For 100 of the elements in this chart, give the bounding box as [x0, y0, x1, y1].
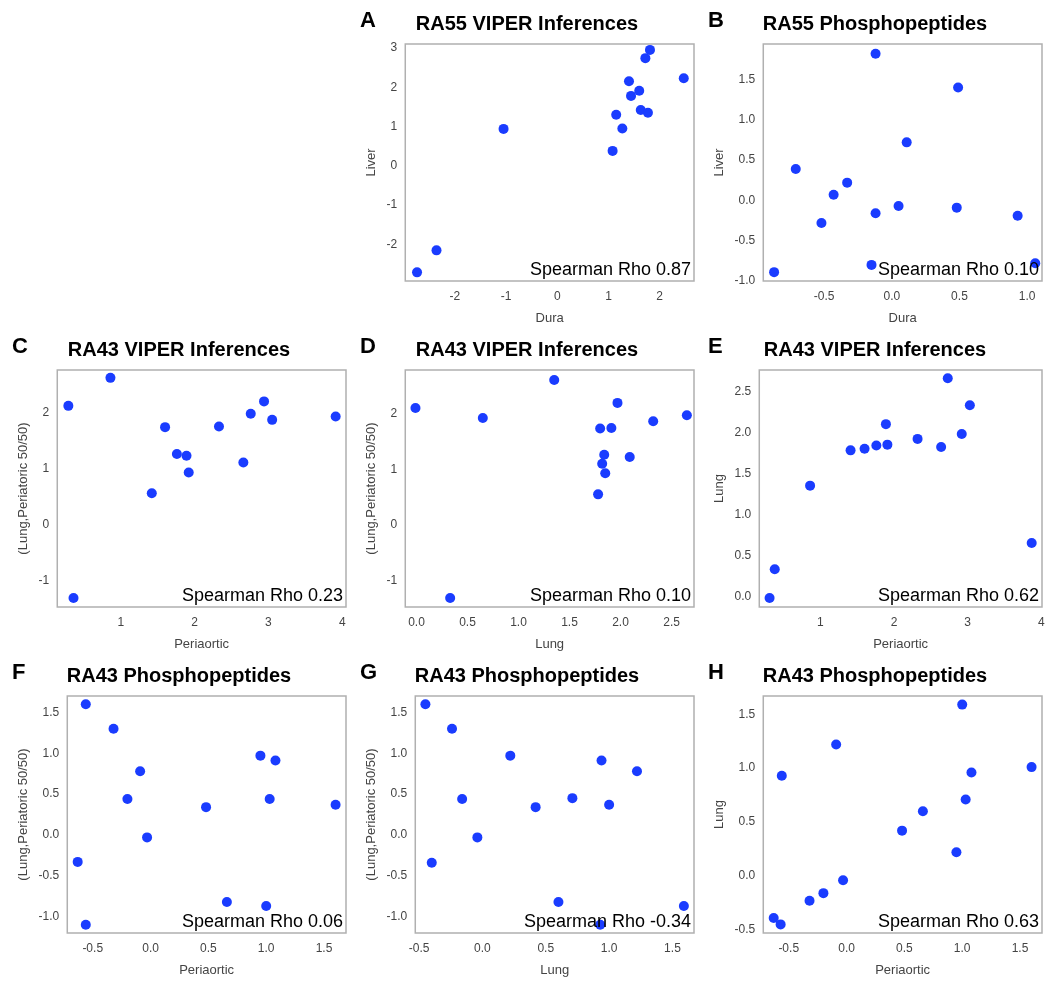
y-tick-label: 1.5 [738, 706, 756, 721]
annotation: Spearman Rho 0.10 [529, 584, 691, 605]
text: D [360, 333, 376, 359]
point [936, 442, 947, 453]
point [264, 793, 275, 804]
y-tick-label: 0.0 [42, 827, 60, 842]
y-tick-label: 1 [42, 460, 50, 475]
y-axis-title: Lung [711, 800, 727, 829]
point [183, 467, 194, 478]
chart-title: RA43 VIPER Inferences [67, 337, 291, 360]
x-axis-title: Periaortic [873, 635, 929, 651]
point [681, 410, 692, 421]
point [678, 901, 689, 912]
x-tick-label: 1.5 [1011, 940, 1029, 955]
point [567, 793, 578, 804]
point [617, 123, 628, 134]
x-tick-label: 1.0 [257, 940, 275, 955]
y-axis-title: (Lung,Periatoric 50/50) [15, 422, 31, 555]
y-tick-label: 1.0 [738, 760, 756, 775]
x-tick-label: 0.0 [883, 288, 901, 303]
point [870, 208, 881, 219]
y-tick-label: 1.0 [42, 745, 60, 760]
point [769, 564, 780, 575]
y-tick-label: 0.0 [734, 588, 752, 603]
x-tick-label: 0.5 [537, 940, 555, 955]
y-axis-title: Liver [711, 147, 727, 177]
point [631, 766, 642, 777]
point [530, 802, 541, 813]
x-tick-label: -2 [449, 288, 461, 303]
x-tick-label: 2 [191, 614, 199, 629]
point [593, 489, 604, 500]
x-tick-label: 1.0 [510, 614, 528, 629]
y-tick-label: 1 [390, 118, 398, 133]
x-tick-label: -0.5 [778, 940, 800, 955]
point [859, 443, 870, 454]
point [330, 411, 341, 422]
annotation: Spearman Rho 0.87 [529, 258, 691, 279]
point [612, 397, 623, 408]
x-tick-label: -0.5 [813, 288, 835, 303]
chart-title: RA55 Phosphopeptides [762, 11, 988, 34]
point [640, 53, 651, 64]
point [917, 806, 928, 817]
x-axis-title: Periaortic [179, 961, 235, 977]
y-tick-label: 0 [390, 158, 398, 173]
point [611, 109, 622, 120]
point [245, 408, 256, 419]
y-tick-label: 2.0 [734, 424, 752, 439]
x-tick-label: 0.0 [142, 940, 160, 955]
point [790, 163, 801, 174]
point [595, 423, 606, 434]
x-tick-label: 2.0 [612, 614, 630, 629]
point [553, 896, 564, 907]
point [897, 825, 908, 836]
x-tick-label: 1.0 [953, 940, 971, 955]
x-tick-label: 4 [338, 614, 346, 629]
y-tick-label: 2 [390, 79, 398, 94]
point [201, 802, 212, 813]
point [72, 856, 83, 867]
point [420, 699, 431, 710]
y-tick-label: 0.5 [734, 547, 752, 562]
point [838, 875, 849, 886]
point [953, 82, 964, 93]
x-tick-label: 2 [656, 288, 664, 303]
text: B [708, 7, 724, 33]
point [412, 267, 423, 278]
x-tick-label: 0.5 [459, 614, 477, 629]
point [599, 449, 610, 460]
point [80, 919, 91, 930]
point [828, 189, 839, 200]
point [768, 912, 779, 923]
x-tick-label: 1.5 [561, 614, 579, 629]
point [893, 201, 904, 212]
point [122, 793, 133, 804]
point [776, 770, 787, 781]
y-tick-label: -1.0 [386, 908, 408, 923]
annotation: Spearman Rho 0.06 [181, 910, 343, 931]
text: F [12, 659, 26, 685]
annotation: Spearman Rho -0.34 [523, 910, 691, 931]
point [951, 847, 962, 858]
y-tick-label: -0.5 [386, 868, 408, 883]
point [604, 799, 615, 810]
x-tick-label: 2.5 [663, 614, 681, 629]
point [505, 750, 516, 761]
point [845, 445, 856, 456]
y-tick-label: 0 [390, 517, 398, 532]
point [623, 76, 634, 87]
y-axis-title: Liver [363, 147, 379, 177]
y-axis-title: Lung [711, 474, 727, 503]
x-tick-label: 1.0 [1018, 288, 1036, 303]
point [238, 457, 249, 468]
y-tick-label: -1 [386, 573, 398, 588]
point [775, 919, 786, 930]
point [648, 416, 659, 427]
point [457, 793, 468, 804]
y-tick-label: -0.5 [734, 233, 756, 248]
point [912, 433, 923, 444]
point [769, 267, 780, 278]
x-axis-title: Dura [888, 309, 918, 325]
y-tick-label: 1.0 [734, 506, 752, 521]
point [108, 723, 119, 734]
